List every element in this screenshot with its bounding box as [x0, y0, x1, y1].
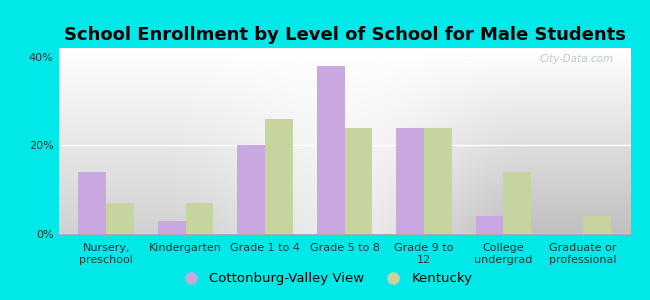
- Bar: [265, 119, 293, 234]
- Bar: [424, 128, 452, 234]
- Bar: [317, 66, 345, 234]
- Title: School Enrollment by Level of School for Male Students: School Enrollment by Level of School for…: [64, 26, 625, 44]
- Bar: [237, 146, 265, 234]
- Bar: [106, 203, 134, 234]
- Bar: [583, 216, 610, 234]
- Bar: [158, 221, 186, 234]
- Bar: [344, 128, 372, 234]
- Bar: [79, 172, 106, 234]
- Bar: [396, 128, 424, 234]
- Text: City-Data.com: City-Data.com: [540, 54, 614, 64]
- Bar: [503, 172, 531, 234]
- Bar: [186, 203, 213, 234]
- Bar: [476, 216, 503, 234]
- Legend: Cottonburg-Valley View, Kentucky: Cottonburg-Valley View, Kentucky: [172, 267, 478, 290]
